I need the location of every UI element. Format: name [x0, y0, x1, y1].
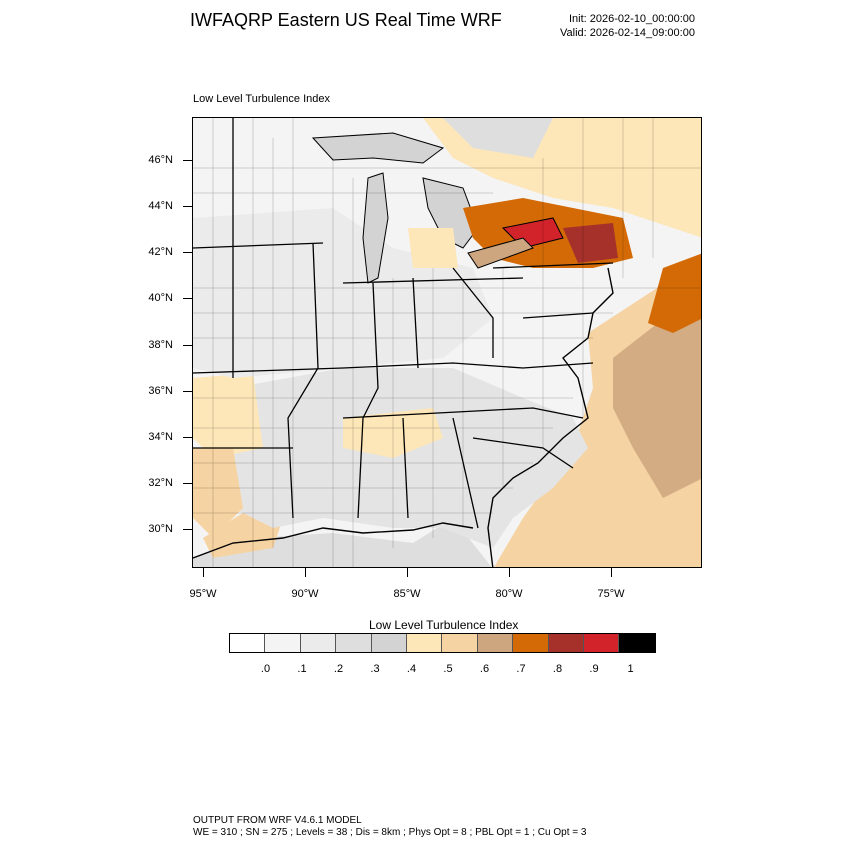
- colorbar-swatch: [300, 634, 337, 652]
- lat-tick: [183, 345, 192, 346]
- lat-tick: [183, 298, 192, 299]
- lat-label-34: 34°N: [148, 431, 173, 443]
- lat-label-40: 40°N: [148, 292, 173, 304]
- lat-tick: [183, 160, 192, 161]
- lon-tick: [203, 568, 204, 577]
- lake-superior: [311, 132, 445, 164]
- colorbar-swatch: [619, 634, 655, 652]
- lat-label-46: 46°N: [148, 154, 173, 166]
- colorbar-label: .7: [516, 663, 526, 675]
- colorbar-label: .5: [443, 663, 453, 675]
- ny-red-patches: [563, 223, 618, 263]
- colorbar-swatch: [513, 634, 549, 652]
- atlantic-darker-field: [613, 289, 701, 498]
- lat-label-36: 36°N: [148, 385, 173, 397]
- colorbar-title: Low Level Turbulence Index: [369, 618, 519, 632]
- lon-tick: [509, 568, 510, 577]
- colorbar-swatch: [477, 634, 514, 652]
- lon-label-75: 75°W: [597, 588, 625, 600]
- lon-tick: [611, 568, 612, 577]
- lat-label-38: 38°N: [148, 339, 173, 351]
- valid-time: Valid: 2026-02-14_09:00:00: [560, 27, 695, 39]
- footer-model: OUTPUT FROM WRF V4.6.1 MODEL: [193, 815, 362, 826]
- lake-michigan: [362, 172, 389, 284]
- colorbar-swatch: [583, 634, 620, 652]
- gulf-coastline: [193, 522, 474, 559]
- midwest-light: [193, 208, 493, 378]
- colorbar-swatch: [265, 634, 301, 652]
- turbulence-map: [193, 118, 701, 567]
- lat-label-30: 30°N: [148, 523, 173, 535]
- colorbar-label: .9: [589, 663, 599, 675]
- colorbar-swatch: [548, 634, 584, 652]
- lat-label-42: 42°N: [148, 246, 173, 258]
- lat-tick: [183, 529, 192, 530]
- lat-tick: [183, 206, 192, 207]
- county-grid: [193, 118, 701, 567]
- lon-tick: [305, 568, 306, 577]
- atlantic-orange-field: [648, 253, 701, 333]
- colorbar-swatch: [336, 634, 372, 652]
- colorbar-swatch: [371, 634, 407, 652]
- arkansas-tan: [193, 373, 263, 458]
- map-panel: [192, 117, 702, 568]
- lat-tick: [183, 483, 192, 484]
- lat-label-44: 44°N: [148, 200, 173, 212]
- gulf-field: [193, 518, 492, 567]
- lat-tick: [183, 391, 192, 392]
- lat-label-32: 32°N: [148, 477, 173, 489]
- lake-erie: [467, 237, 534, 269]
- state-boundaries: [193, 118, 614, 529]
- colorbar-label: .0: [260, 663, 271, 675]
- texas-tan: [193, 448, 243, 538]
- colorbar-label: .6: [479, 663, 490, 675]
- colorbar: [229, 633, 656, 653]
- footer-config: WE = 310 ; SN = 275 ; Levels = 38 ; Dis …: [193, 827, 587, 838]
- lon-label-95: 95°W: [189, 588, 217, 600]
- colorbar-label: .4: [406, 663, 417, 675]
- lat-tick: [183, 252, 192, 253]
- southeast-land: [233, 368, 588, 548]
- lon-tick: [407, 568, 408, 577]
- colorbar-swatch: [442, 634, 478, 652]
- lat-tick: [183, 437, 192, 438]
- colorbar-label: .1: [297, 663, 307, 675]
- ontario-grey: [443, 118, 553, 158]
- init-time: Init: 2026-02-10_00:00:00: [569, 13, 695, 25]
- lon-label-90: 90°W: [291, 588, 319, 600]
- colorbar-swatch: [406, 634, 443, 652]
- lon-label-80: 80°W: [495, 588, 523, 600]
- tennessee-tan: [343, 408, 443, 458]
- main-title: IWFAQRP Eastern US Real Time WRF: [190, 10, 502, 30]
- map-field-title: Low Level Turbulence Index: [193, 93, 330, 105]
- michigan-tan: [408, 228, 458, 268]
- colorbar-label: .8: [552, 663, 563, 675]
- colorbar-label: .2: [333, 663, 344, 675]
- colorbar-label: .3: [370, 663, 380, 675]
- lon-label-85: 85°W: [393, 588, 421, 600]
- lake-huron: [422, 177, 479, 249]
- colorbar-swatch: [230, 634, 266, 652]
- colorbar-label: 1: [627, 663, 634, 675]
